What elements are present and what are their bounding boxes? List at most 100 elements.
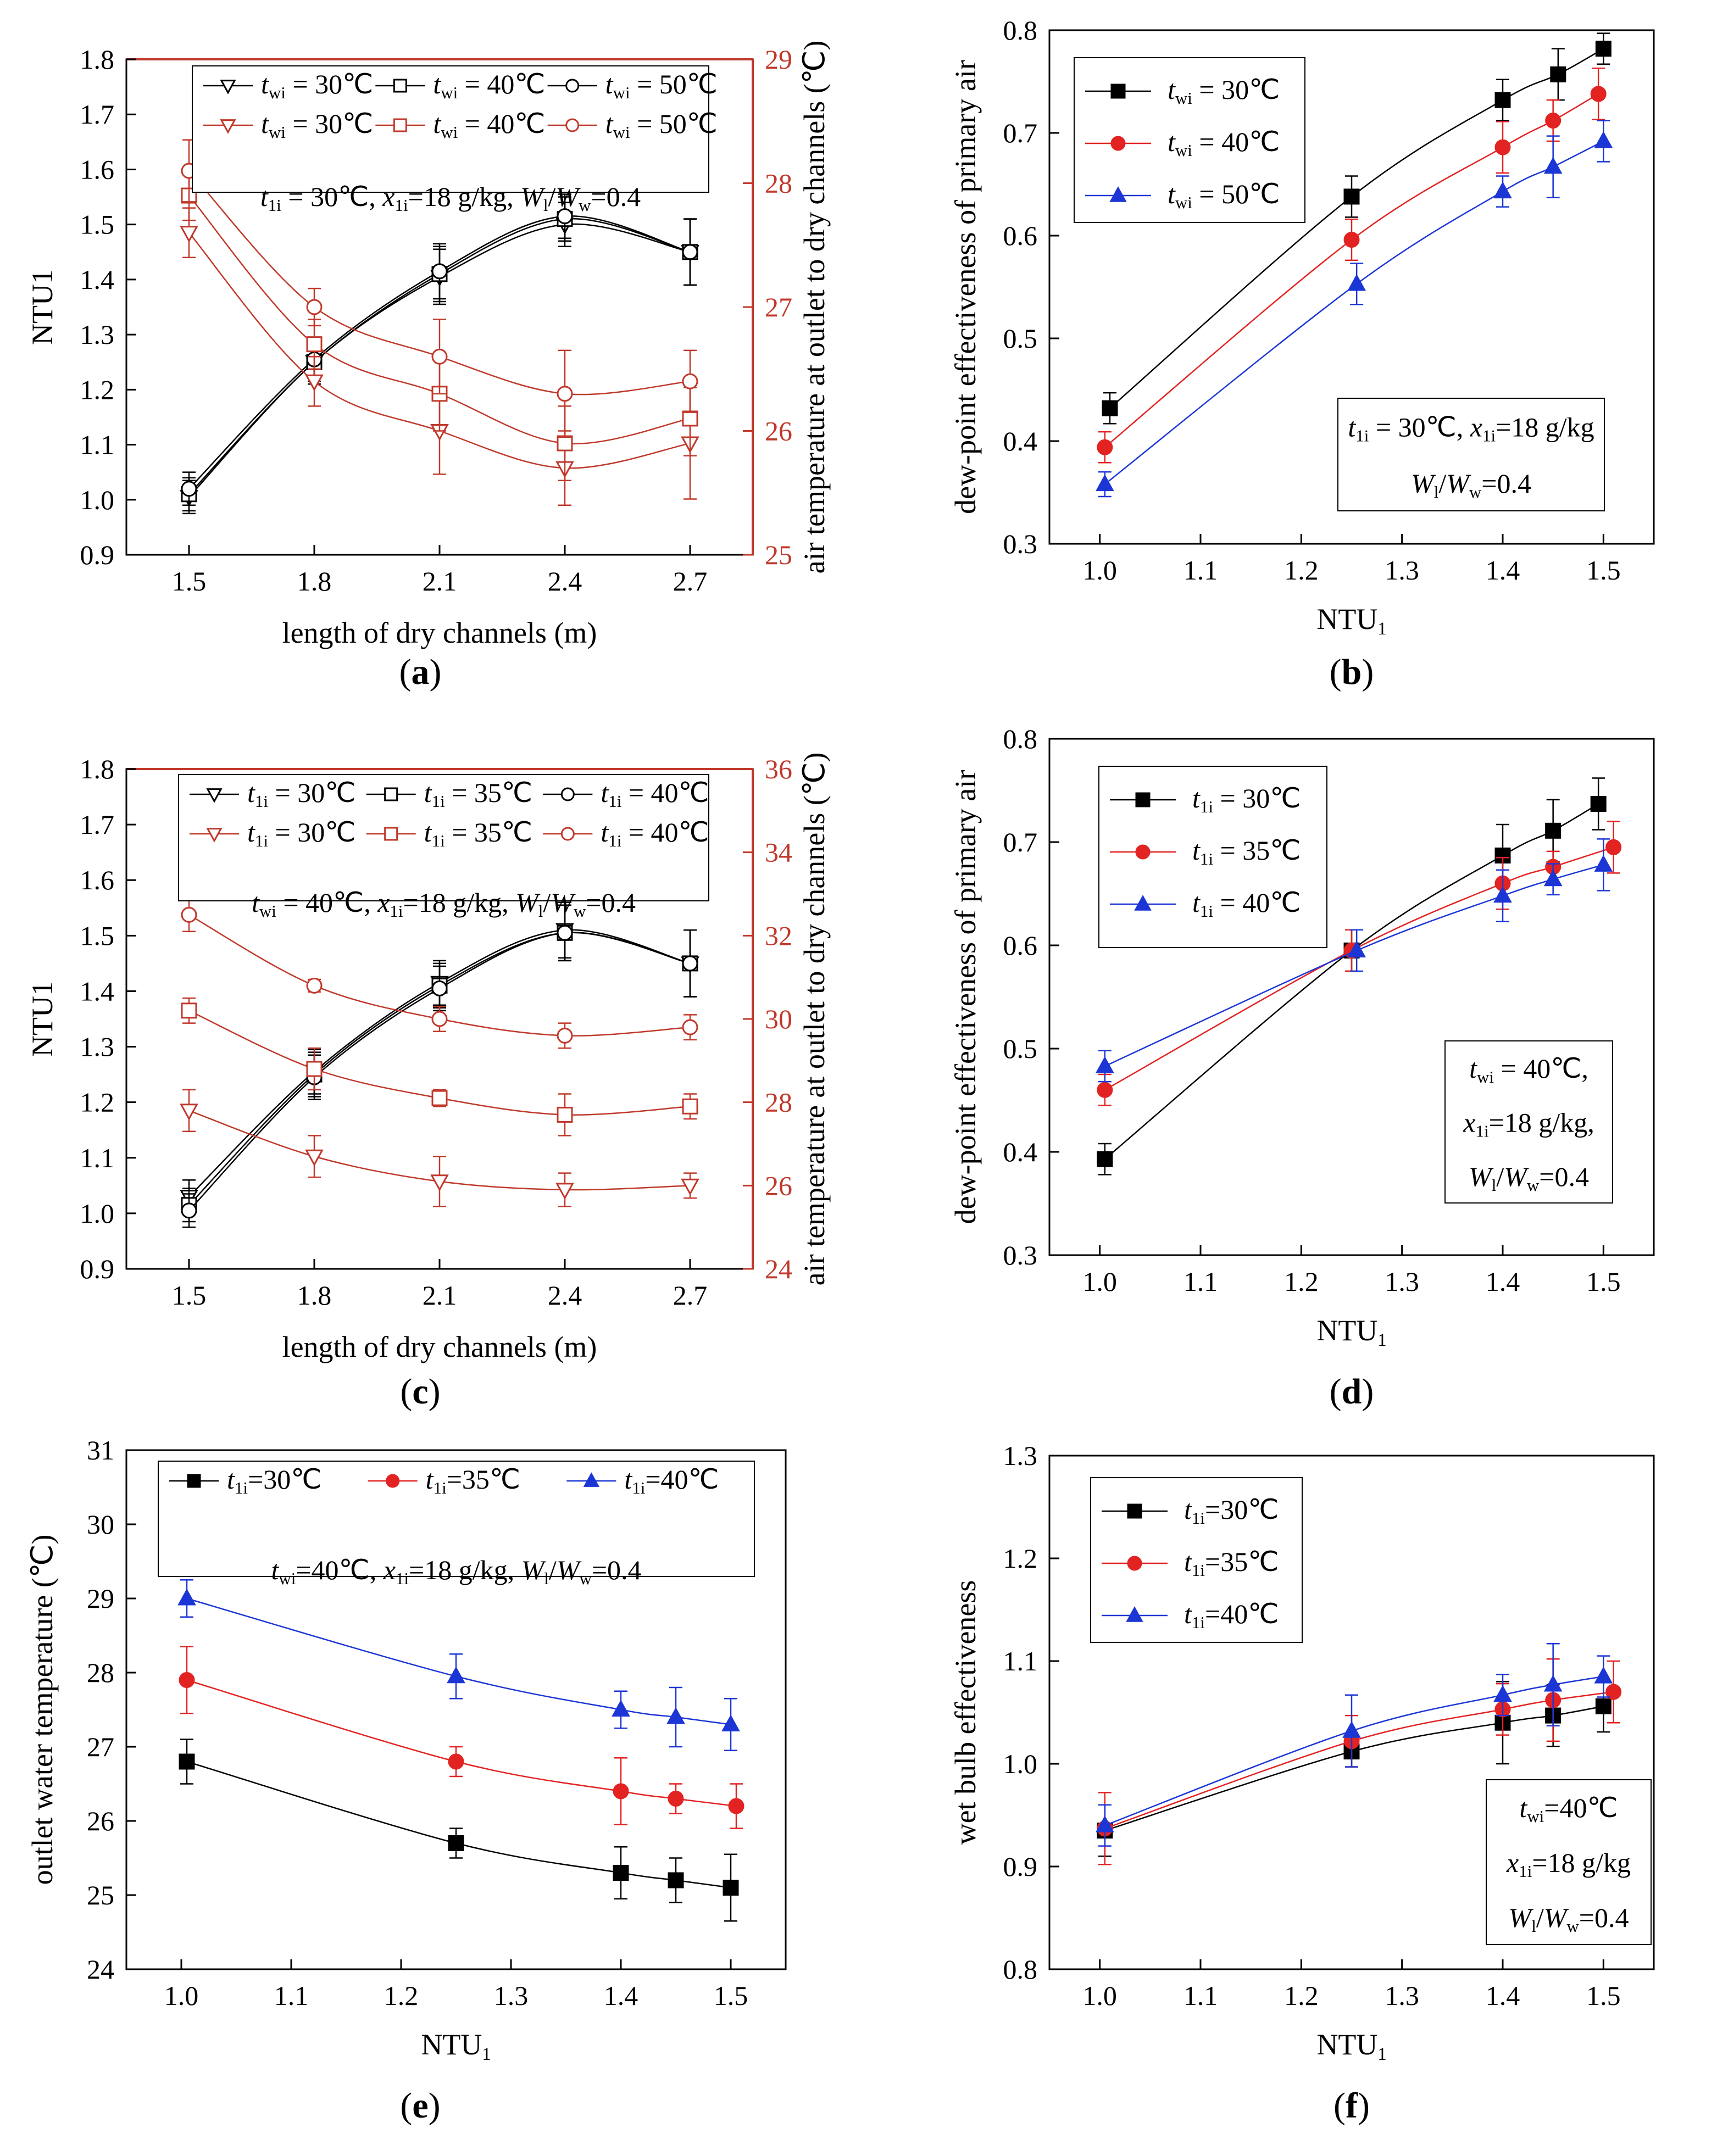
y-tick-label: 0.8	[1003, 723, 1038, 754]
legend-marker	[384, 827, 398, 841]
x-tick-label: 1.1	[274, 1980, 309, 2011]
legend-label-val: =40℃	[645, 1464, 719, 1495]
legend-label-sub: wi	[613, 83, 630, 102]
y-tick-label: 1.3	[80, 1032, 115, 1062]
x-tick-label: 1.8	[297, 566, 332, 597]
legend-label-var: t	[261, 69, 269, 99]
annotation-line-part: w	[1566, 1917, 1579, 1936]
annotation-line: twi = 40℃,	[1469, 1053, 1588, 1087]
annotation-line: Wl/Ww=0.4	[1411, 468, 1531, 502]
panel-label-open: (	[1330, 652, 1342, 692]
x-tick-label: 1.8	[297, 1280, 332, 1311]
y2-tick-label: 28	[765, 168, 792, 199]
legend-label-val: =40℃	[1205, 1598, 1279, 1629]
legend-label-var: t	[227, 1464, 235, 1495]
legend-label-sub: 1i	[1200, 901, 1214, 921]
legend-marker	[560, 787, 575, 801]
legend-note-part: W	[515, 887, 541, 918]
x-axis-label-sub: 1	[1377, 1330, 1386, 1350]
legend-label-sub: 1i	[235, 1478, 248, 1497]
legend-label-var: t	[424, 817, 432, 848]
legend-label-sub: 1i	[608, 792, 622, 811]
y2-tick-label: 36	[765, 754, 792, 784]
legend-label-val: = 30℃	[1213, 783, 1301, 814]
annotation-line-part: 1i	[1482, 426, 1496, 445]
legend-note-part: /	[543, 887, 551, 918]
x-tick-label: 1.0	[1082, 1980, 1117, 2011]
y-tick-label: 1.2	[80, 374, 115, 405]
series-line	[188, 215, 691, 489]
y-axis-label: wet bulb effectiveness	[949, 1580, 982, 1845]
panel-label-letter: d	[1342, 1372, 1362, 1412]
legend-label-val: = 35℃	[445, 817, 532, 848]
panel-label-letter: f	[1346, 2086, 1358, 2126]
y-tick-label: 0.8	[1003, 1954, 1038, 1985]
legend-note-part: = 30℃,	[281, 181, 382, 212]
y-tick-label: 1.4	[80, 976, 115, 1006]
x-axis-label-text: NTU	[1316, 603, 1377, 636]
annotation-line-part: wi	[1527, 1807, 1544, 1826]
y-tick-label: 1.3	[80, 319, 115, 350]
plot-frame	[125, 1449, 787, 1970]
legend-marker	[1110, 136, 1126, 151]
legend-label-sub: wi	[441, 83, 458, 102]
x-tick-label: 1.0	[1082, 1266, 1117, 1297]
legend-note-part: t	[252, 887, 260, 918]
legend-marker	[393, 118, 407, 132]
annotation-line-part: x	[1470, 411, 1482, 442]
x-axis-label-text: NTU	[1316, 1314, 1377, 1347]
annotation-line-part: 1i	[1475, 1122, 1489, 1141]
legend-label: t1i=35℃	[1184, 1546, 1279, 1580]
plot-frame	[1048, 738, 1655, 1256]
legend-label-var: t	[426, 1464, 434, 1495]
panel-label-close: )	[1362, 1372, 1374, 1412]
annotation-box: twi = 40℃, x1i=18 g/kg, Wl/Ww=0.4	[1444, 1040, 1613, 1204]
legend-note-part: W	[555, 181, 581, 212]
panel-label: (f)	[1333, 2086, 1370, 2126]
panel-label-letter: b	[1342, 652, 1362, 692]
legend-label-sub: 1i	[432, 831, 446, 850]
legend-label: t1i=35℃	[426, 1464, 520, 1497]
legend-label-val: =30℃	[1205, 1494, 1279, 1525]
legend-box	[192, 65, 709, 193]
annotation-line-part: x	[1463, 1107, 1475, 1138]
annotation-line: twi=40℃	[1519, 1792, 1618, 1826]
x-axis-label-text: NTU	[1316, 2028, 1377, 2061]
y-axis-label: dew-point effectiveness of primary air	[949, 770, 982, 1224]
y-tick-label: 1.2	[1003, 1543, 1038, 1574]
x-tick-label: 1.3	[1385, 555, 1419, 586]
legend-note-part: w	[574, 901, 586, 921]
x-axis-label-sub: 1	[1377, 2044, 1386, 2064]
annotation-line-part: =18 g/kg	[1532, 1847, 1631, 1878]
annotation-line-part: W	[1469, 1161, 1494, 1192]
data-point	[682, 373, 698, 389]
data-point	[448, 1835, 464, 1851]
data-point	[1494, 92, 1511, 108]
y2-tick-label: 30	[765, 1004, 792, 1034]
data-point	[431, 263, 448, 280]
annotation-line-part: /	[1438, 468, 1446, 499]
panel-label-letter: a	[412, 652, 430, 692]
y2-tick-label: 25	[765, 539, 792, 570]
y-tick-label: 0.4	[1003, 1137, 1038, 1167]
legend-label-sub: 1i	[255, 831, 269, 850]
data-point	[1095, 1056, 1114, 1073]
legend-label-val: = 30℃	[268, 817, 355, 848]
data-point	[1494, 139, 1511, 155]
x-axis-label-sub: 1	[482, 2044, 491, 2064]
annotation-line-part: W	[1509, 1902, 1534, 1933]
annotation-line-part: t	[1348, 411, 1356, 442]
legend-label: t1i=30℃	[227, 1464, 321, 1497]
legend-label: t1i = 30℃	[1192, 783, 1301, 816]
legend-box	[178, 774, 709, 901]
legend-label: t1i = 35℃	[424, 777, 532, 811]
data-point	[181, 1002, 197, 1019]
data-point	[1342, 1721, 1361, 1738]
x-tick-label: 1.0	[1082, 555, 1117, 586]
legend-label: t1i=40℃	[624, 1464, 719, 1497]
y-tick-label: 0.5	[1003, 1033, 1038, 1064]
legend-label-sub: wi	[269, 83, 286, 102]
x-axis-label-text: NTU	[421, 2028, 482, 2061]
